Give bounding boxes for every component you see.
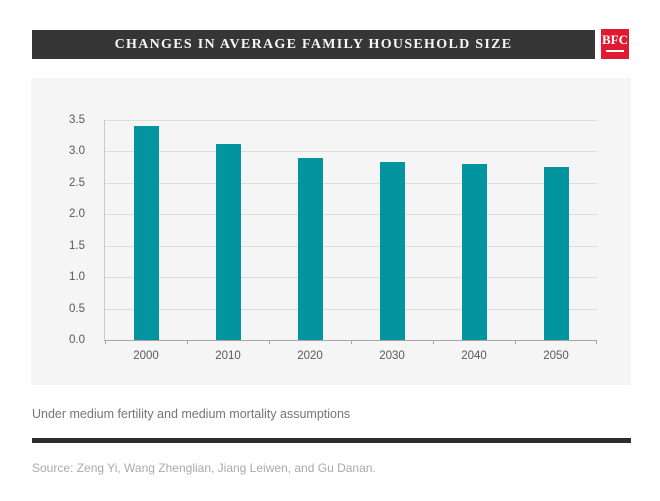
y-tick-label: 2.0 <box>69 208 85 221</box>
bar-chart: 0.0 0.5 1.0 1.5 2.0 2.5 3.0 3.5 2000 2010 2020 2030… <box>69 114 597 362</box>
x-tick <box>515 340 516 344</box>
y-tick-label: 1.5 <box>69 239 85 252</box>
bfc-logo-text: BFC <box>602 32 628 47</box>
page-title: CHANGES IN AVERAGE FAMILY HOUSEHOLD SIZE <box>114 36 513 52</box>
gridline <box>105 182 597 184</box>
y-tick-label: 3.0 <box>69 145 85 158</box>
x-tick <box>596 340 597 344</box>
gridline <box>105 277 597 279</box>
x-tick <box>105 340 106 344</box>
gridline <box>105 120 597 121</box>
x-tick-label: 2020 <box>297 350 323 362</box>
y-tick-label: 2.5 <box>69 176 85 189</box>
x-tick-label: 2000 <box>133 350 159 362</box>
y-tick-label: 0.5 <box>69 302 85 315</box>
x-tick-label: 2030 <box>379 350 405 362</box>
x-tick <box>351 340 352 344</box>
x-tick-label: 2010 <box>215 350 241 362</box>
y-tick-label: 0.0 <box>69 334 85 346</box>
header-bar: CHANGES IN AVERAGE FAMILY HOUSEHOLD SIZE <box>32 30 595 59</box>
bar <box>461 164 487 340</box>
bar <box>543 166 569 340</box>
x-tick <box>187 340 188 344</box>
x-tick-label: 2050 <box>543 350 569 362</box>
chart-panel: 0.0 0.5 1.0 1.5 2.0 2.5 3.0 3.5 2000 2010 2020 2030… <box>31 78 631 385</box>
bar <box>133 126 159 340</box>
source-line: Source: Zeng Yi, Wang Zhenglian, Jiang L… <box>32 461 376 475</box>
footnote: Under medium fertility and medium mortal… <box>32 407 351 421</box>
gridline <box>105 245 597 247</box>
x-tick <box>433 340 434 344</box>
x-tick <box>269 340 270 344</box>
y-tick-label: 1.0 <box>69 271 85 284</box>
divider <box>32 438 631 443</box>
gridline <box>105 151 597 153</box>
bar <box>379 161 405 340</box>
bar <box>215 143 241 340</box>
gridline <box>105 214 597 216</box>
gridline <box>105 308 597 310</box>
bfc-logo: BFC <box>601 29 629 59</box>
bar <box>297 157 323 340</box>
bfc-logo-underline <box>606 50 624 52</box>
y-tick-label: 3.5 <box>69 114 85 126</box>
x-tick-label: 2040 <box>461 350 487 362</box>
